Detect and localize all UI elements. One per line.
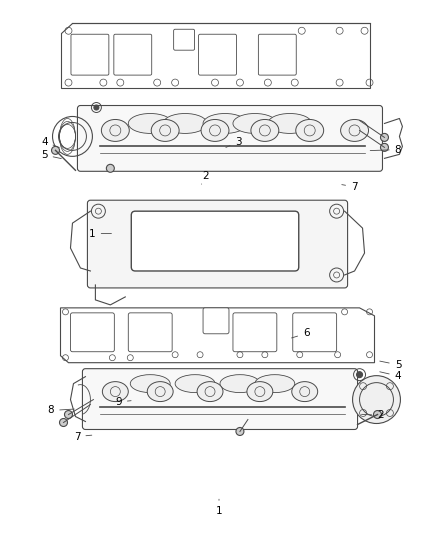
FancyBboxPatch shape	[233, 313, 277, 352]
Circle shape	[64, 410, 72, 418]
Text: 4: 4	[41, 136, 59, 148]
Circle shape	[106, 164, 114, 172]
Ellipse shape	[163, 114, 207, 133]
FancyBboxPatch shape	[82, 369, 357, 430]
Text: 2: 2	[201, 171, 209, 184]
Ellipse shape	[101, 119, 129, 141]
Text: 6: 6	[292, 328, 310, 338]
Circle shape	[381, 143, 389, 151]
Circle shape	[60, 418, 67, 426]
FancyBboxPatch shape	[198, 34, 237, 75]
Ellipse shape	[151, 119, 179, 141]
Text: 8: 8	[48, 406, 74, 416]
FancyBboxPatch shape	[131, 211, 299, 271]
Ellipse shape	[268, 114, 312, 133]
Text: 7: 7	[342, 182, 358, 192]
Text: 7: 7	[74, 432, 92, 441]
Text: 1: 1	[215, 499, 223, 516]
FancyBboxPatch shape	[71, 34, 109, 75]
Ellipse shape	[341, 119, 368, 141]
FancyBboxPatch shape	[78, 106, 382, 171]
Text: 5: 5	[41, 150, 61, 160]
Polygon shape	[60, 23, 370, 87]
FancyBboxPatch shape	[71, 313, 114, 352]
Ellipse shape	[175, 375, 215, 393]
Ellipse shape	[255, 375, 295, 393]
Text: 5: 5	[380, 360, 401, 370]
FancyBboxPatch shape	[203, 308, 229, 334]
Circle shape	[374, 410, 381, 418]
Ellipse shape	[128, 114, 172, 133]
FancyBboxPatch shape	[114, 34, 152, 75]
FancyBboxPatch shape	[173, 29, 194, 50]
Circle shape	[357, 372, 363, 378]
Ellipse shape	[201, 119, 229, 141]
Polygon shape	[60, 308, 374, 362]
Circle shape	[353, 376, 400, 424]
Circle shape	[236, 427, 244, 435]
Text: 4: 4	[380, 371, 401, 381]
Ellipse shape	[233, 114, 277, 133]
Text: 1: 1	[89, 229, 111, 239]
Ellipse shape	[220, 375, 260, 393]
Ellipse shape	[147, 382, 173, 401]
Text: 2: 2	[361, 410, 384, 420]
Ellipse shape	[292, 382, 318, 401]
Text: 8: 8	[370, 144, 401, 155]
Ellipse shape	[296, 119, 324, 141]
FancyBboxPatch shape	[258, 34, 296, 75]
FancyBboxPatch shape	[128, 313, 172, 352]
Circle shape	[381, 133, 389, 141]
Text: 3: 3	[226, 136, 242, 148]
Ellipse shape	[251, 119, 279, 141]
FancyBboxPatch shape	[293, 313, 337, 352]
Circle shape	[94, 105, 99, 110]
Ellipse shape	[247, 382, 273, 401]
Ellipse shape	[130, 375, 170, 393]
Circle shape	[52, 147, 60, 155]
Ellipse shape	[197, 382, 223, 401]
Ellipse shape	[203, 114, 247, 133]
Text: 9: 9	[115, 397, 131, 407]
Ellipse shape	[102, 382, 128, 401]
FancyBboxPatch shape	[88, 200, 348, 288]
